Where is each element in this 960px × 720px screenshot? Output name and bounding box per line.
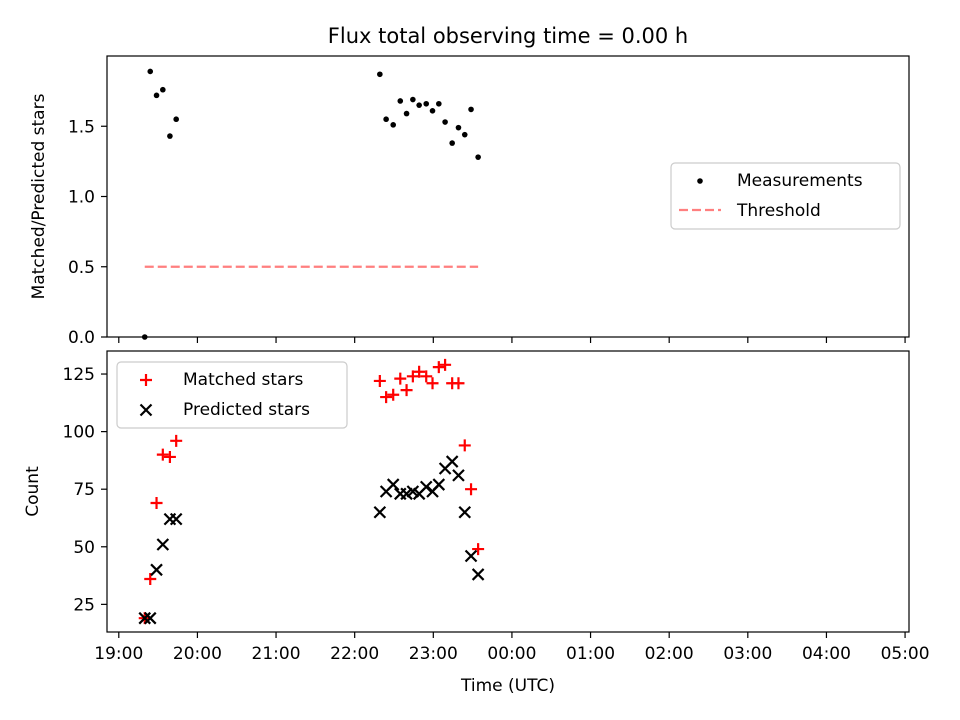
matched-star-point [380,391,393,404]
measurement-point [423,100,430,107]
predicted-star-point [471,568,485,581]
x-tick-label: 01:00 [566,644,615,664]
matched-star-point [426,377,439,390]
matched-star-point [432,361,445,374]
measurement-point [436,100,442,107]
y-tick-label: 0.0 [68,328,95,348]
legend-label: Threshold [736,201,821,221]
matched-star-point [472,543,485,556]
measurement-point [147,68,154,75]
measurement-point [173,116,179,123]
x-tick-label: 05:00 [881,644,930,664]
predicted-star-point [169,512,183,526]
predicted-star-point [143,611,157,625]
matched-star-point [150,497,163,510]
measurement-point [397,98,404,104]
measurement-point [475,154,481,160]
x-tick-label: 00:00 [487,644,536,664]
x-tick-label: 04:00 [802,644,851,664]
matched-star-point [394,372,407,385]
predicted-star-point [452,469,465,482]
predicted-star-point [386,478,400,491]
top-panel: 0.0 0.5 1.0 1.5 Matched/Predicted stars Measu… [29,55,910,348]
measurement-point [383,116,389,123]
matched-star-point [452,377,465,390]
y-tick-label: 50 [73,538,95,558]
y-tick-label: 1.0 [68,188,95,208]
predicted-star-point [419,480,433,494]
y-tick-label: 75 [73,480,95,500]
y-axis-label: Count [23,466,43,517]
measurement-point [455,124,462,131]
measurement-point [410,96,416,103]
measurement-point [390,122,397,128]
x-tick-label: 22:00 [330,644,379,664]
matched-star-point [413,365,426,378]
bottom-panel: 19:00 20:00 21:00 22:00 23:00 00:00 01:00 02:00… [23,350,930,696]
matched-star-point [458,439,471,452]
y-tick-label: 25 [73,595,95,615]
x-tick-label: 03:00 [723,644,772,664]
predicted-star-point [458,505,472,519]
plot-frame [106,55,910,338]
legend-handle-predicted [139,403,153,417]
matched-star-point [406,370,419,383]
matched-star-point [144,573,157,586]
measurement-point [377,71,383,78]
matched-star-point [156,448,169,461]
measurement-point [416,102,422,108]
x-tick-label: 21:00 [252,644,301,664]
measurement-point [403,110,410,117]
plot-frame [106,350,910,633]
y-tick-label: 125 [63,365,95,385]
measurement-point [160,86,166,93]
chart-title: Flux total observing time = 0.00 h [328,24,688,48]
measurement-point [153,92,160,99]
measurement-point [167,133,173,139]
x-axis-label: Time (UTC) [460,676,555,696]
legend-label: Measurements [737,171,863,191]
y-tick-label: 1.5 [68,117,95,137]
measurement-point [442,119,448,125]
legend-label: Matched stars [183,370,303,390]
matched-star-point [387,388,400,401]
y-axis-label: Matched/Predicted stars [29,93,49,299]
measurement-point [429,107,436,114]
predicted-star-point [373,505,387,519]
x-tick-label: 20:00 [173,644,222,664]
legend-label: Predicted stars [183,400,310,420]
x-tick-label: 19:00 [94,644,143,664]
y-tick-label: 0.5 [68,258,95,278]
measurement-point [461,131,468,138]
predicted-star-point [138,611,152,625]
predicted-star-point [156,538,170,551]
predicted-star-point [432,478,446,491]
legend-box [670,162,901,230]
legend-handle-matched [140,374,152,386]
x-tick-label: 23:00 [409,644,458,664]
matched-star-point [163,450,176,463]
matched-star-point [439,358,452,371]
predicted-star-point [445,455,459,468]
matched-star-point [465,483,478,496]
x-tick-label: 02:00 [645,644,694,664]
matched-star-point [373,374,386,387]
matched-star-point [170,434,183,447]
measurement-point [468,106,474,113]
measurement-point [449,140,455,146]
matched-star-point [400,384,413,397]
legend-handle-measurements [697,178,703,184]
y-tick-label: 100 [63,423,95,443]
predicted-star-point [150,563,163,577]
predicted-star-point [464,549,478,563]
matched-star-point [420,370,433,383]
legend-box [116,361,348,429]
